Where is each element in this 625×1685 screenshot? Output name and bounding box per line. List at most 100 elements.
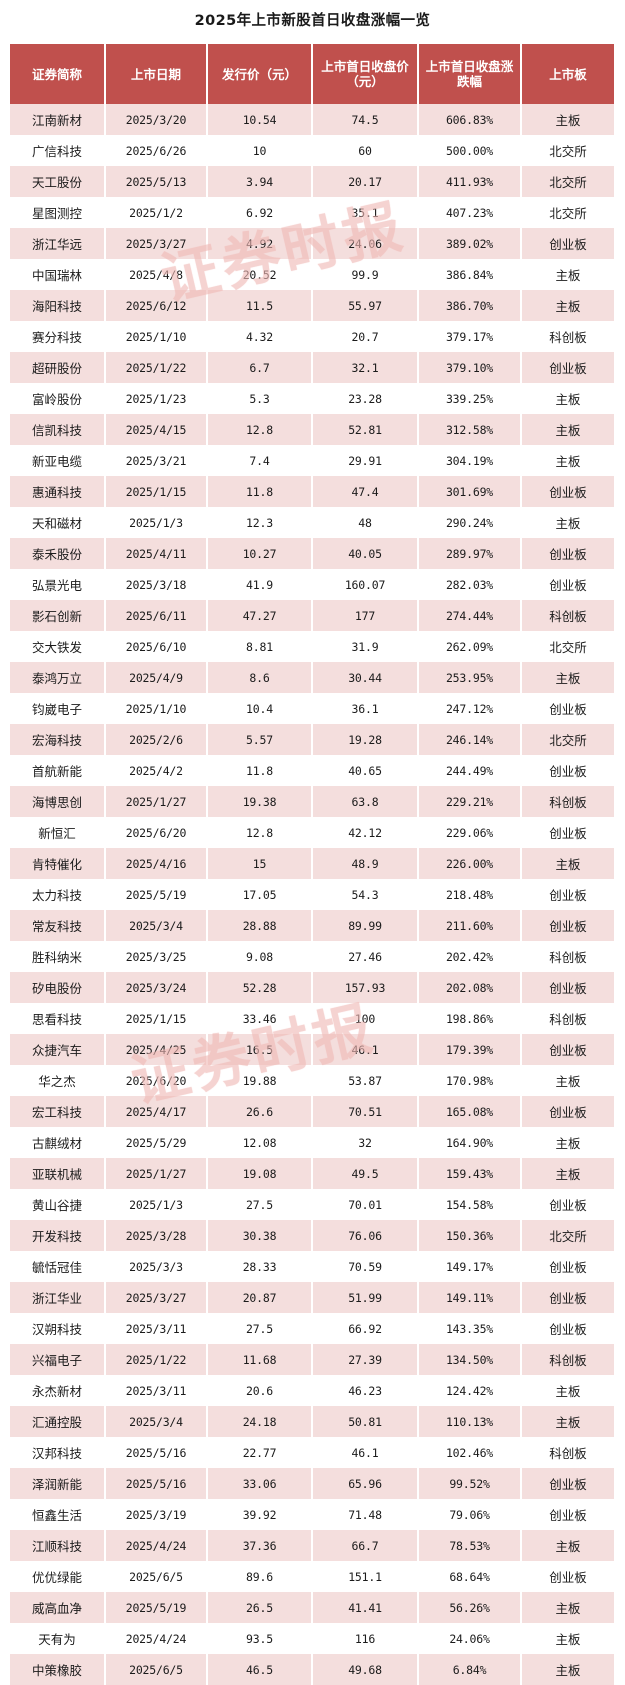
cell-first-day-close: 31.9	[312, 631, 419, 662]
column-header-first-day-close: 上市首日收盘价（元）	[312, 44, 419, 104]
cell-first-day-gain: 211.60%	[418, 910, 522, 941]
cell-security-name: 开发科技	[10, 1220, 106, 1251]
column-header-first-day-gain: 上市首日收盘涨跌幅	[418, 44, 522, 104]
cell-first-day-close: 50.81	[312, 1406, 419, 1437]
cell-listing-board: 北交所	[521, 631, 614, 662]
cell-listing-board: 科创板	[521, 786, 614, 817]
table-row: 恒鑫生活 2025/3/19 39.92 71.48 79.06% 创业板	[10, 1499, 614, 1530]
cell-listing-board: 创业板	[521, 910, 614, 941]
cell-first-day-close: 53.87	[312, 1065, 419, 1096]
cell-security-name: 首航新能	[10, 755, 106, 786]
cell-security-name: 众捷汽车	[10, 1034, 106, 1065]
table-row: 星图测控 2025/1/2 6.92 35.1 407.23% 北交所	[10, 197, 614, 228]
cell-first-day-gain: 274.44%	[418, 600, 522, 631]
cell-issue-price: 27.5	[207, 1189, 313, 1220]
cell-first-day-close: 76.06	[312, 1220, 419, 1251]
cell-listing-board: 主板	[521, 1406, 614, 1437]
cell-security-name: 太力科技	[10, 879, 106, 910]
cell-listing-board: 主板	[521, 414, 614, 445]
cell-issue-price: 12.8	[207, 414, 313, 445]
cell-issue-price: 15	[207, 848, 313, 879]
cell-security-name: 威高血净	[10, 1592, 106, 1623]
cell-security-name: 天工股份	[10, 166, 106, 197]
cell-first-day-gain: 202.42%	[418, 941, 522, 972]
cell-listing-board: 科创板	[521, 941, 614, 972]
cell-listing-board: 创业板	[521, 755, 614, 786]
table-row: 华之杰 2025/6/20 19.88 53.87 170.98% 主板	[10, 1065, 614, 1096]
cell-first-day-gain: 411.93%	[418, 166, 522, 197]
cell-listing-date: 2025/3/11	[105, 1375, 208, 1406]
cell-first-day-gain: 304.19%	[418, 445, 522, 476]
cell-first-day-gain: 56.26%	[418, 1592, 522, 1623]
cell-security-name: 新亚电缆	[10, 445, 106, 476]
cell-listing-date: 2025/1/22	[105, 1344, 208, 1375]
cell-first-day-close: 48	[312, 507, 419, 538]
cell-first-day-close: 116	[312, 1623, 419, 1654]
cell-listing-board: 创业板	[521, 1499, 614, 1530]
cell-listing-board: 创业板	[521, 352, 614, 383]
cell-issue-price: 37.36	[207, 1530, 313, 1561]
cell-listing-date: 2025/1/22	[105, 352, 208, 383]
cell-security-name: 常友科技	[10, 910, 106, 941]
table-row: 泰禾股份 2025/4/11 10.27 40.05 289.97% 创业板	[10, 538, 614, 569]
cell-first-day-close: 23.28	[312, 383, 419, 414]
cell-issue-price: 39.92	[207, 1499, 313, 1530]
cell-first-day-close: 157.93	[312, 972, 419, 1003]
cell-listing-date: 2025/2/6	[105, 724, 208, 755]
cell-listing-date: 2025/4/8	[105, 259, 208, 290]
cell-listing-board: 创业板	[521, 228, 614, 259]
cell-first-day-close: 47.4	[312, 476, 419, 507]
cell-listing-board: 主板	[521, 383, 614, 414]
column-header-issue-price: 发行价（元）	[207, 44, 313, 104]
table-row: 汇通控股 2025/3/4 24.18 50.81 110.13% 主板	[10, 1406, 614, 1437]
cell-listing-board: 科创板	[521, 321, 614, 352]
cell-first-day-close: 63.8	[312, 786, 419, 817]
cell-listing-board: 科创板	[521, 1437, 614, 1468]
cell-listing-date: 2025/4/24	[105, 1530, 208, 1561]
table-row: 黄山谷捷 2025/1/3 27.5 70.01 154.58% 创业板	[10, 1189, 614, 1220]
cell-first-day-close: 160.07	[312, 569, 419, 600]
cell-first-day-gain: 262.09%	[418, 631, 522, 662]
cell-first-day-gain: 179.39%	[418, 1034, 522, 1065]
cell-listing-board: 主板	[521, 1158, 614, 1189]
cell-first-day-gain: 170.98%	[418, 1065, 522, 1096]
cell-issue-price: 28.33	[207, 1251, 313, 1282]
cell-listing-date: 2025/1/15	[105, 1003, 208, 1034]
table-row: 优优绿能 2025/6/5 89.6 151.1 68.64% 创业板	[10, 1561, 614, 1592]
cell-listing-date: 2025/6/5	[105, 1561, 208, 1592]
table-row: 信凯科技 2025/4/15 12.8 52.81 312.58% 主板	[10, 414, 614, 445]
cell-listing-board: 创业板	[521, 693, 614, 724]
table-row: 汉朔科技 2025/3/11 27.5 66.92 143.35% 创业板	[10, 1313, 614, 1344]
cell-listing-date: 2025/4/17	[105, 1096, 208, 1127]
cell-issue-price: 10	[207, 135, 313, 166]
cell-first-day-gain: 246.14%	[418, 724, 522, 755]
cell-listing-date: 2025/3/24	[105, 972, 208, 1003]
cell-first-day-close: 48.9	[312, 848, 419, 879]
cell-listing-date: 2025/4/11	[105, 538, 208, 569]
table-row: 兴福电子 2025/1/22 11.68 27.39 134.50% 科创板	[10, 1344, 614, 1375]
cell-issue-price: 19.88	[207, 1065, 313, 1096]
cell-listing-board: 科创板	[521, 1003, 614, 1034]
cell-issue-price: 6.7	[207, 352, 313, 383]
table-row: 毓恬冠佳 2025/3/3 28.33 70.59 149.17% 创业板	[10, 1251, 614, 1282]
cell-security-name: 汉邦科技	[10, 1437, 106, 1468]
cell-listing-date: 2025/1/3	[105, 1189, 208, 1220]
cell-first-day-close: 151.1	[312, 1561, 419, 1592]
cell-first-day-close: 70.01	[312, 1189, 419, 1220]
cell-first-day-gain: 339.25%	[418, 383, 522, 414]
cell-listing-date: 2025/6/20	[105, 1065, 208, 1096]
cell-first-day-close: 70.59	[312, 1251, 419, 1282]
cell-issue-price: 93.5	[207, 1623, 313, 1654]
cell-listing-board: 北交所	[521, 135, 614, 166]
cell-listing-date: 2025/3/4	[105, 1406, 208, 1437]
cell-security-name: 古麒绒材	[10, 1127, 106, 1158]
table-row: 江顺科技 2025/4/24 37.36 66.7 78.53% 主板	[10, 1530, 614, 1561]
cell-first-day-close: 20.7	[312, 321, 419, 352]
cell-first-day-close: 42.12	[312, 817, 419, 848]
cell-first-day-gain: 134.50%	[418, 1344, 522, 1375]
cell-security-name: 肯特催化	[10, 848, 106, 879]
cell-listing-date: 2025/5/16	[105, 1468, 208, 1499]
cell-first-day-close: 65.96	[312, 1468, 419, 1499]
cell-listing-board: 主板	[521, 104, 614, 135]
table-header-row: 证券简称 上市日期 发行价（元） 上市首日收盘价（元） 上市首日收盘涨跌幅 上市…	[10, 44, 614, 104]
